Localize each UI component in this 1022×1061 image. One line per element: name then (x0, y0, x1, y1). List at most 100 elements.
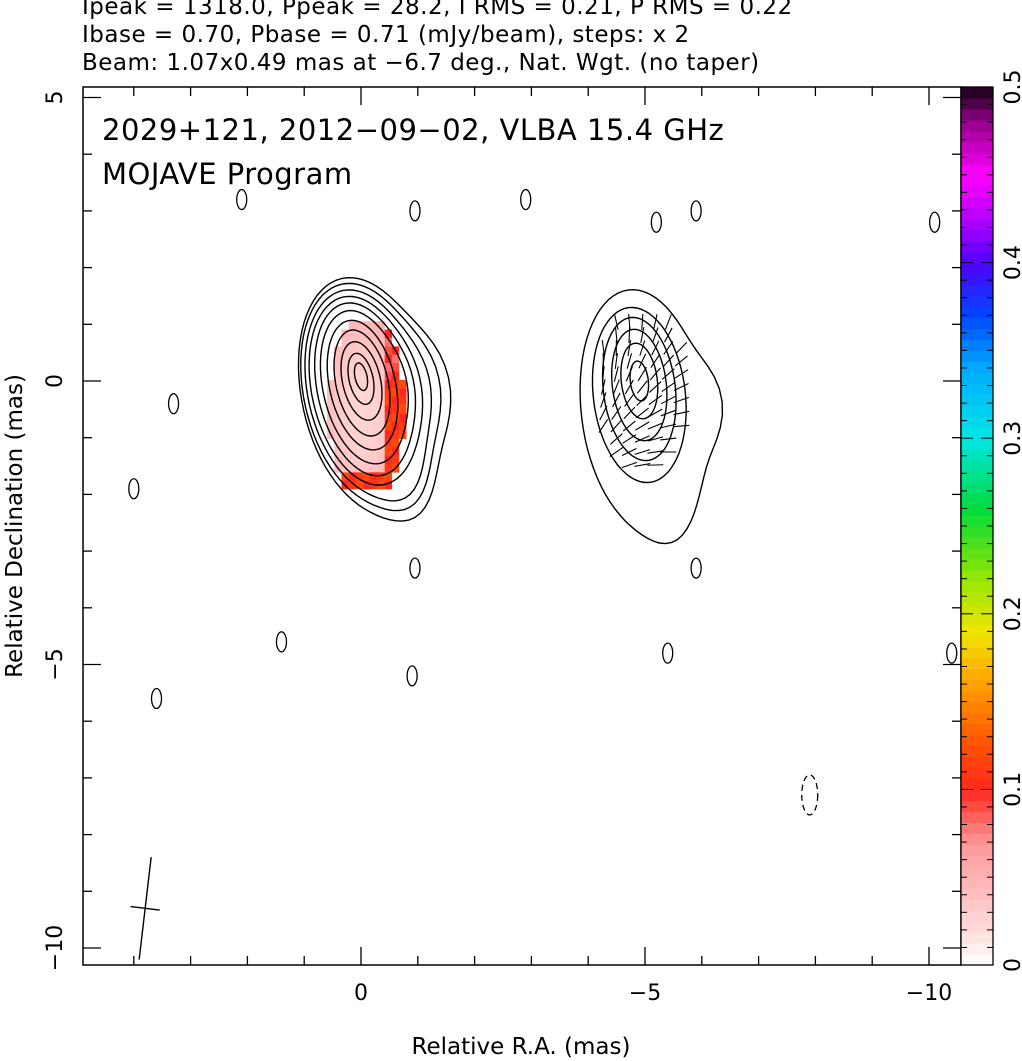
polarization-pixel (341, 337, 349, 347)
colorbar-band (961, 218, 993, 231)
evpa-vector (634, 449, 651, 455)
evpa-vector (660, 423, 677, 429)
colorbar-band (961, 679, 993, 692)
colorbar-band (961, 405, 993, 417)
colorbar-band (961, 372, 993, 384)
polarization-pixel (355, 447, 364, 456)
polarization-pixel (341, 438, 349, 448)
polarization-pixel (348, 379, 357, 389)
colorbar-band (961, 789, 993, 801)
polarization-pixel (355, 430, 364, 439)
core-contour (297, 276, 452, 522)
evpa-vector (614, 352, 618, 370)
polarization-pixel (348, 413, 357, 423)
colorbar-band (961, 526, 993, 538)
colorbar-band (961, 712, 993, 725)
polarization-pixel (334, 447, 342, 456)
colorbar-band (961, 174, 993, 187)
noise-contour (236, 188, 248, 211)
noise-contour (929, 211, 941, 233)
polarization-pixel (391, 413, 400, 423)
evpa-vector (622, 420, 636, 432)
polarization-pixel (399, 388, 407, 397)
colorbar-band (961, 119, 993, 132)
colorbar-band (961, 284, 993, 297)
polarization-pixel (355, 371, 364, 381)
polarization-pixel (370, 405, 378, 414)
noise-contour (946, 642, 958, 664)
polarization-pixel (370, 371, 378, 381)
polarization-pixel (399, 413, 407, 423)
polarization-pixel (334, 438, 342, 448)
evpa-vector (625, 366, 633, 382)
polarization-pixel (355, 463, 364, 473)
colorbar-band (961, 394, 993, 406)
polarization-pixel (377, 447, 385, 456)
polarization-pixel (363, 363, 371, 372)
colorbar-band (961, 460, 993, 472)
polarization-pixel (363, 388, 371, 397)
colorbar-band (961, 141, 993, 154)
core-contour (340, 340, 383, 421)
polarization-pixel (384, 346, 393, 355)
evpa-vector (647, 450, 664, 454)
polarization-pixel (377, 363, 385, 372)
evpa-vector (635, 421, 650, 431)
polarization-pixel (363, 472, 371, 481)
polarization-pixel (348, 346, 357, 355)
y-tick-label: 5 (43, 91, 68, 105)
polarization-pixel (348, 480, 357, 490)
polarization-pixel (355, 363, 364, 372)
colorbar-band (961, 185, 993, 198)
evpa-vector (647, 422, 663, 430)
polarization-pixel (341, 363, 349, 372)
colorbar-band (961, 569, 993, 582)
evpa-vector (628, 326, 631, 344)
polarization-pixel (355, 354, 364, 364)
colorbar-band (961, 328, 993, 341)
polarization-pixel (363, 337, 371, 347)
colorbar-band (961, 613, 993, 626)
x-tick-label: −5 (629, 981, 661, 1006)
colorbar-band (961, 163, 993, 176)
evpa-vector (640, 327, 645, 343)
core-contour (353, 362, 369, 392)
polarization-pixel (355, 421, 364, 431)
polarization-pixel (341, 329, 349, 339)
polarization-pixel (341, 430, 349, 439)
polarization-pixel (355, 321, 364, 330)
noise-contour (520, 188, 532, 211)
x-tick-label: 0 (354, 981, 368, 1006)
y-tick-label: −10 (43, 925, 68, 971)
noise-contour (409, 200, 421, 222)
colorbar-band (961, 438, 993, 450)
polarization-pixel (377, 405, 385, 414)
polarization-pixel (363, 480, 371, 490)
polarization-pixel (399, 379, 407, 389)
polarization-pixel (363, 438, 371, 448)
polarization-pixel (384, 438, 393, 448)
polarization-pixel (384, 421, 393, 431)
colorbar-band (961, 888, 993, 900)
colorbar-band (961, 932, 993, 944)
polarization-pixel (384, 371, 393, 381)
colorbar-band (961, 108, 993, 121)
polarization-pixel (355, 480, 364, 490)
polarization-pixel (377, 438, 385, 448)
polarization-pixel (399, 421, 407, 431)
polarization-pixel (384, 463, 393, 473)
polarization-pixel (341, 371, 349, 381)
colorbar-band (961, 822, 993, 834)
colorbar-label: 0.3 (1001, 421, 1022, 456)
polarization-pixel (377, 421, 385, 431)
noise-contour (690, 557, 702, 579)
noise-contour (406, 665, 418, 687)
polarization-pixel (348, 421, 357, 431)
noise-contour (650, 211, 663, 233)
polarization-pixel (334, 346, 342, 355)
jet-contour (591, 306, 687, 484)
evpa-vector (611, 406, 622, 420)
colorbar-band (961, 921, 993, 933)
evpa-vector (636, 380, 648, 394)
